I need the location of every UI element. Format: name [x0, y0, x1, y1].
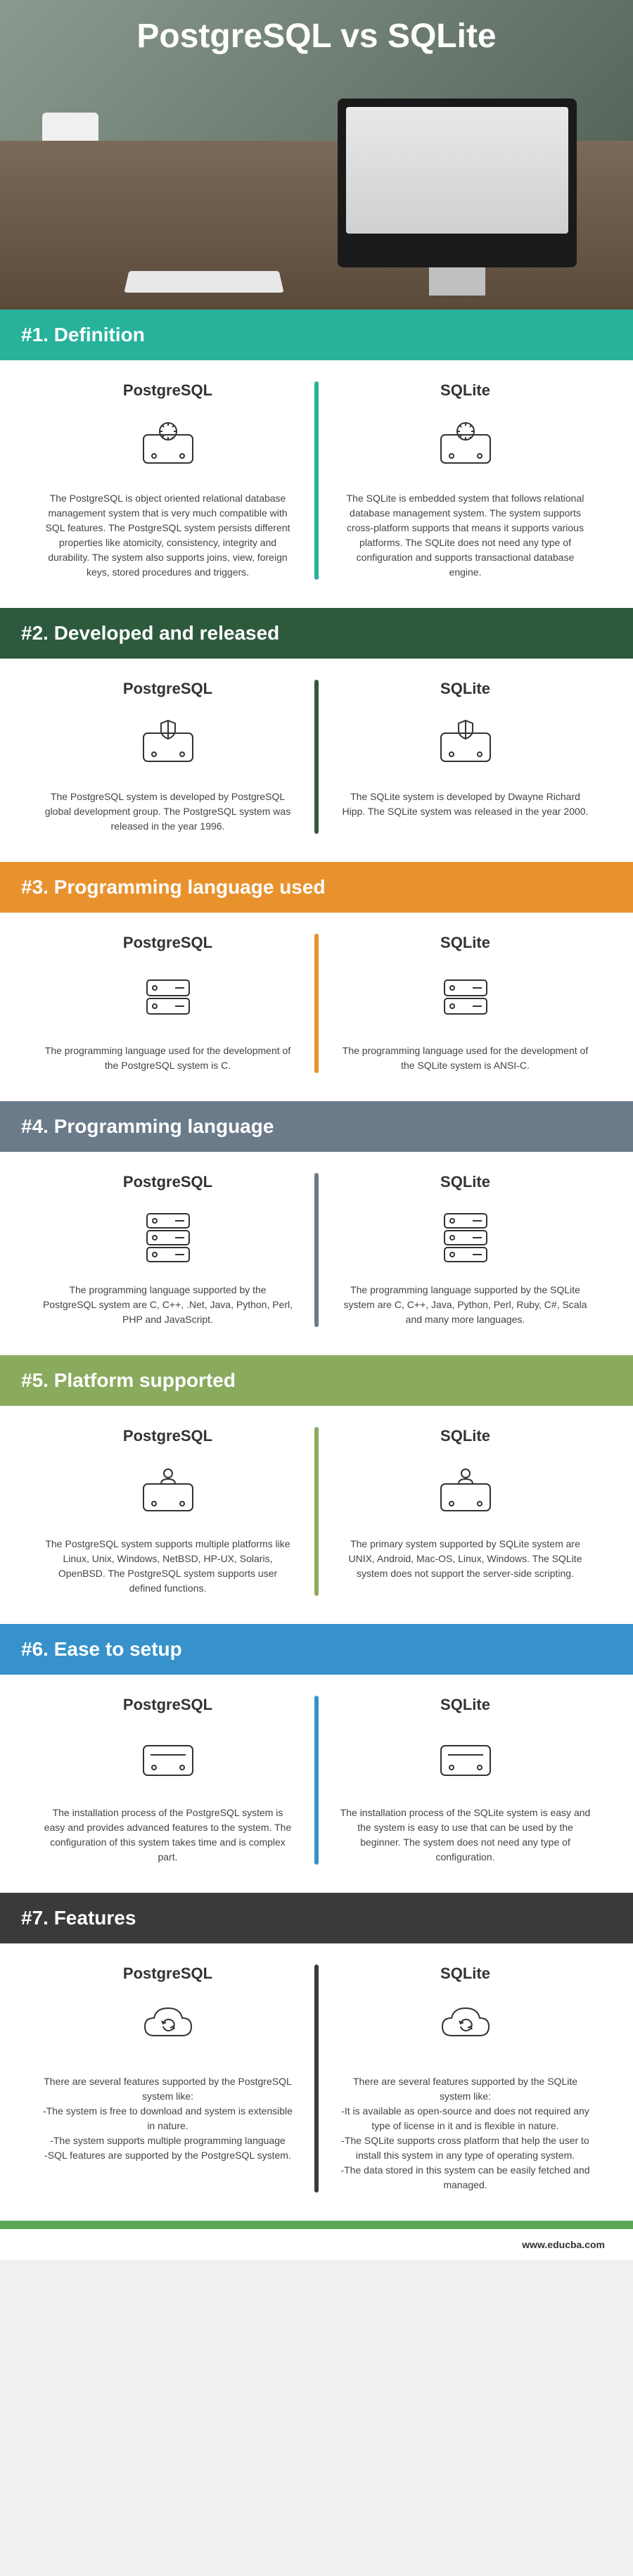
left-title: PostgreSQL: [123, 1965, 212, 1983]
left-title: PostgreSQL: [123, 1173, 212, 1191]
right-text: The installation process of the SQLite s…: [340, 1806, 591, 1865]
column-divider: [314, 1427, 319, 1596]
hdd-gear-icon: [136, 414, 200, 477]
column-divider: [314, 934, 319, 1073]
footer-accent-bar: [0, 2221, 633, 2229]
left-title: PostgreSQL: [123, 1696, 212, 1714]
compare-row: PostgreSQL The PostgreSQL system supports…: [0, 1406, 633, 1624]
hdd-plain-icon: [136, 1728, 200, 1791]
hero-keyboard-graphic: [124, 271, 283, 293]
server-large-icon: [136, 1205, 200, 1269]
left-title: PostgreSQL: [123, 381, 212, 400]
compare-row: PostgreSQL The installation process of th…: [0, 1675, 633, 1893]
left-column: PostgreSQL The installation process of th…: [28, 1696, 307, 1865]
hdd-gear-icon: [434, 414, 497, 477]
right-title: SQLite: [440, 1173, 490, 1191]
server-small-icon: [434, 966, 497, 1029]
hdd-shield-icon: [434, 712, 497, 775]
left-column: PostgreSQL The PostgreSQL system is devel…: [28, 680, 307, 834]
column-divider: [314, 1696, 319, 1865]
section-header: #4. Programming language: [0, 1101, 633, 1152]
section-header: #6. Ease to setup: [0, 1624, 633, 1675]
right-title: SQLite: [440, 934, 490, 952]
left-column: PostgreSQL The programming language used …: [28, 934, 307, 1073]
left-column: PostgreSQL The PostgreSQL system supports…: [28, 1427, 307, 1596]
column-divider: [314, 381, 319, 580]
right-text: The primary system supported by SQLite s…: [340, 1537, 591, 1581]
left-text: The programming language supported by th…: [42, 1283, 293, 1327]
right-column: SQLite The installation process of the SQ…: [326, 1696, 605, 1865]
left-column: PostgreSQL There are several features sup…: [28, 1965, 307, 2193]
hdd-user-icon: [434, 1459, 497, 1523]
section-header: #2. Developed and released: [0, 608, 633, 659]
right-title: SQLite: [440, 1696, 490, 1714]
hero-section: PostgreSQL vs SQLite: [0, 0, 633, 310]
compare-row: PostgreSQL The PostgreSQL is object orien…: [0, 360, 633, 608]
left-title: PostgreSQL: [123, 680, 212, 698]
section-header: #7. Features: [0, 1893, 633, 1943]
left-text: The PostgreSQL is object oriented relati…: [42, 491, 293, 580]
left-column: PostgreSQL The programming language suppo…: [28, 1173, 307, 1327]
right-column: SQLite The primary system supported by SQ…: [326, 1427, 605, 1596]
cloud-sync-icon: [136, 1997, 200, 2060]
right-text: The SQLite is embedded system that follo…: [340, 491, 591, 580]
right-column: SQLite The programming language used for …: [326, 934, 605, 1073]
hdd-shield-icon: [136, 712, 200, 775]
right-title: SQLite: [440, 381, 490, 400]
left-text: The PostgreSQL system is developed by Po…: [42, 789, 293, 834]
hdd-plain-icon: [434, 1728, 497, 1791]
right-column: SQLite There are several features support…: [326, 1965, 605, 2193]
section-header: #3. Programming language used: [0, 862, 633, 913]
right-column: SQLite The SQLite is embedded system that…: [326, 381, 605, 580]
compare-row: PostgreSQL The programming language used …: [0, 913, 633, 1101]
right-text: There are several features supported by …: [340, 2074, 591, 2193]
right-column: SQLite The SQLite system is developed by …: [326, 680, 605, 834]
column-divider: [314, 680, 319, 834]
left-text: The PostgreSQL system supports multiple …: [42, 1537, 293, 1596]
page-title: PostgreSQL vs SQLite: [0, 17, 633, 56]
hdd-user-icon: [136, 1459, 200, 1523]
server-large-icon: [434, 1205, 497, 1269]
left-text: The installation process of the PostgreS…: [42, 1806, 293, 1865]
left-text: There are several features supported by …: [42, 2074, 293, 2163]
cloud-sync-icon: [434, 1997, 497, 2060]
server-small-icon: [136, 966, 200, 1029]
right-title: SQLite: [440, 1965, 490, 1983]
compare-row: PostgreSQL The PostgreSQL system is devel…: [0, 659, 633, 862]
footer-url: www.educba.com: [0, 2229, 633, 2260]
hero-monitor-graphic: [338, 99, 577, 267]
right-column: SQLite The programming language supported…: [326, 1173, 605, 1327]
left-title: PostgreSQL: [123, 1427, 212, 1445]
right-text: The programming language supported by th…: [340, 1283, 591, 1327]
left-text: The programming language used for the de…: [42, 1043, 293, 1073]
sections-container: #1. Definition PostgreSQL The PostgreSQL i…: [0, 310, 633, 2221]
left-column: PostgreSQL The PostgreSQL is object orien…: [28, 381, 307, 580]
right-title: SQLite: [440, 680, 490, 698]
compare-row: PostgreSQL There are several features sup…: [0, 1943, 633, 2221]
compare-row: PostgreSQL The programming language suppo…: [0, 1152, 633, 1355]
left-title: PostgreSQL: [123, 934, 212, 952]
column-divider: [314, 1965, 319, 2193]
column-divider: [314, 1173, 319, 1327]
right-title: SQLite: [440, 1427, 490, 1445]
right-text: The programming language used for the de…: [340, 1043, 591, 1073]
section-header: #1. Definition: [0, 310, 633, 360]
right-text: The SQLite system is developed by Dwayne…: [340, 789, 591, 819]
infographic-page: PostgreSQL vs SQLite #1. Definition Postg…: [0, 0, 633, 2260]
section-header: #5. Platform supported: [0, 1355, 633, 1406]
